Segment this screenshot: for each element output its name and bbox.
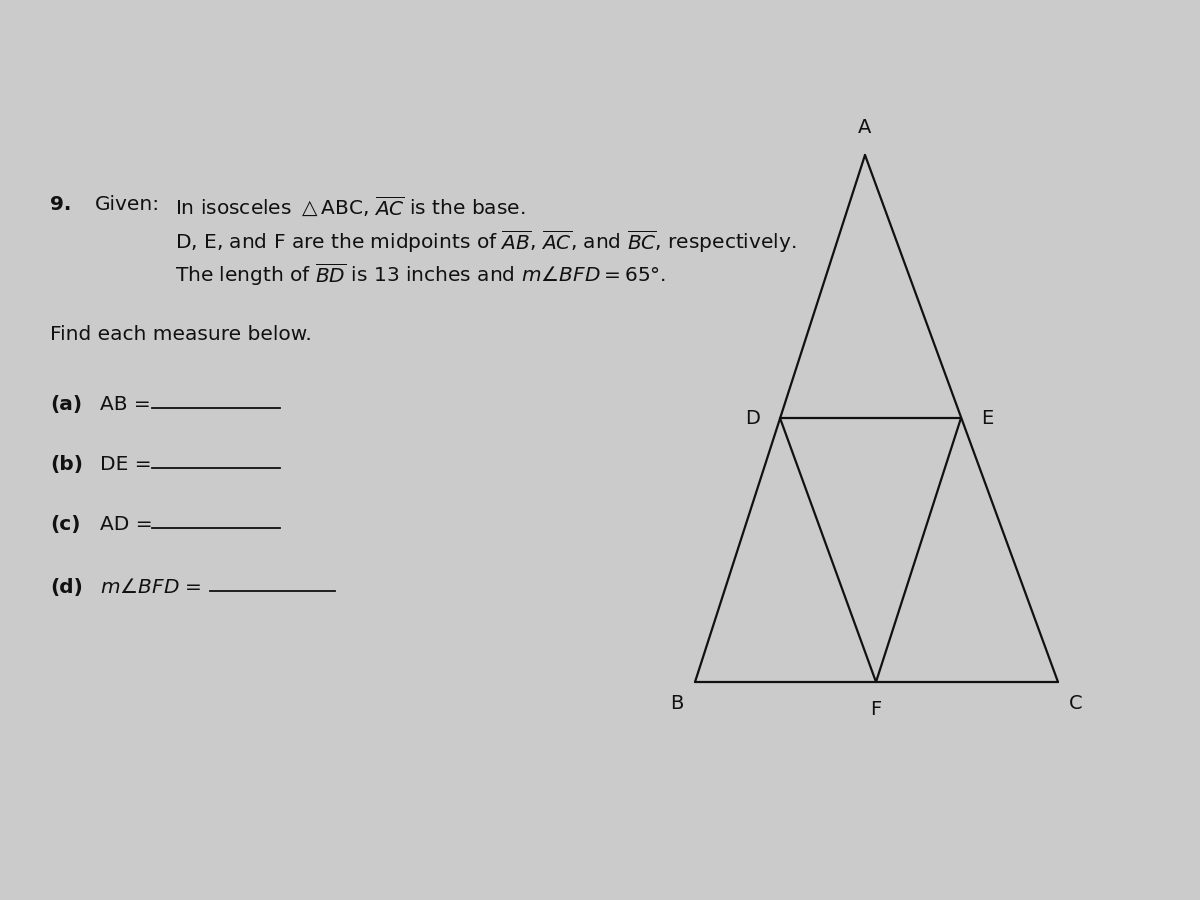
Text: A: A — [858, 118, 871, 137]
Text: $m\angle BFD$ =: $m\angle BFD$ = — [100, 578, 202, 597]
Text: D, E, and F are the midpoints of $\overline{AB}$, $\overline{AC}$, and $\overlin: D, E, and F are the midpoints of $\overl… — [175, 228, 797, 255]
Text: AD =: AD = — [100, 515, 152, 534]
Text: B: B — [671, 694, 684, 713]
Text: C: C — [1069, 694, 1082, 713]
Text: Find each measure below.: Find each measure below. — [50, 325, 312, 344]
Text: (a): (a) — [50, 395, 82, 414]
Text: DE =: DE = — [100, 455, 151, 474]
Text: F: F — [870, 700, 882, 719]
Text: (c): (c) — [50, 515, 80, 534]
Text: (d): (d) — [50, 578, 83, 597]
Text: AB =: AB = — [100, 395, 151, 414]
Text: (b): (b) — [50, 455, 83, 474]
Text: Given:: Given: — [95, 195, 160, 214]
Text: D: D — [745, 409, 760, 428]
Text: In isosceles $\triangle$ABC, $\overline{AC}$ is the base.: In isosceles $\triangle$ABC, $\overline{… — [175, 195, 526, 220]
Text: E: E — [982, 409, 994, 428]
Text: The length of $\overline{BD}$ is 13 inches and $m\angle BFD = 65°$.: The length of $\overline{BD}$ is 13 inch… — [175, 261, 666, 288]
Text: 9.: 9. — [50, 195, 71, 214]
